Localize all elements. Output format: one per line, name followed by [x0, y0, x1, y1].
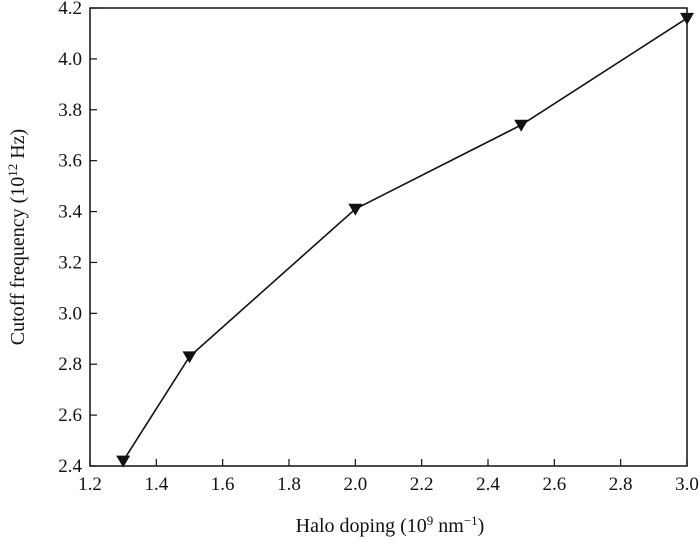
y-axis-label-end: Hz) — [7, 129, 29, 164]
y-tick-label: 2.8 — [58, 354, 82, 375]
x-tick-label: 1.4 — [144, 474, 168, 495]
data-point-marker — [116, 455, 131, 468]
series-line — [122, 17, 688, 462]
x-tick-label: 1.8 — [277, 474, 301, 495]
x-tick-label: 2.8 — [609, 474, 633, 495]
x-tick-label: 1.2 — [78, 474, 102, 495]
y-tick-label: 3.0 — [58, 303, 82, 324]
x-axis-label-main: Halo doping (10 — [296, 515, 427, 537]
x-axis-label: Halo doping (109 nm−1) — [296, 513, 485, 538]
series-layer — [116, 12, 694, 468]
y-tick-label: 4.0 — [58, 49, 82, 70]
y-tick-label: 4.2 — [58, 0, 82, 19]
x-axis-label-sup1: 9 — [427, 513, 434, 528]
x-tick-label: 3.0 — [675, 474, 699, 495]
y-axis-label: Cutoff frequency (1012 Hz) — [5, 129, 30, 345]
x-axis-label-mid: nm — [433, 515, 464, 537]
data-point-marker — [514, 119, 529, 132]
x-tick-label: 2.2 — [410, 474, 434, 495]
y-tick-label: 3.4 — [58, 202, 82, 223]
x-tick-label: 2.0 — [343, 474, 367, 495]
x-axis-label-end: ) — [478, 515, 485, 537]
data-point-marker — [182, 351, 197, 364]
plot-frame — [89, 7, 688, 467]
x-tick-label: 2.4 — [476, 474, 500, 495]
y-axis-ticks: 2.4 2.6 2.8 3.0 3.2 3.4 3.6 3.8 4.0 4.2 — [58, 0, 97, 477]
y-tick-label: 2.4 — [58, 456, 82, 477]
y-tick-label: 2.6 — [58, 405, 82, 426]
y-tick-label: 3.6 — [58, 151, 82, 172]
data-point-marker — [348, 203, 363, 216]
y-tick-label: 3.8 — [58, 100, 82, 121]
y-axis-label-sup: 12 — [5, 164, 20, 177]
x-tick-label: 2.6 — [542, 474, 566, 495]
x-tick-label: 1.6 — [211, 474, 235, 495]
y-axis-label-main: Cutoff frequency (10 — [7, 177, 29, 345]
x-axis-ticks: 1.2 1.4 1.6 1.8 2.0 2.2 2.4 2.6 2.8 3.0 — [78, 459, 699, 495]
data-point-marker — [680, 12, 694, 25]
x-axis-label-sup2: −1 — [464, 513, 478, 528]
y-tick-label: 3.2 — [58, 252, 82, 273]
